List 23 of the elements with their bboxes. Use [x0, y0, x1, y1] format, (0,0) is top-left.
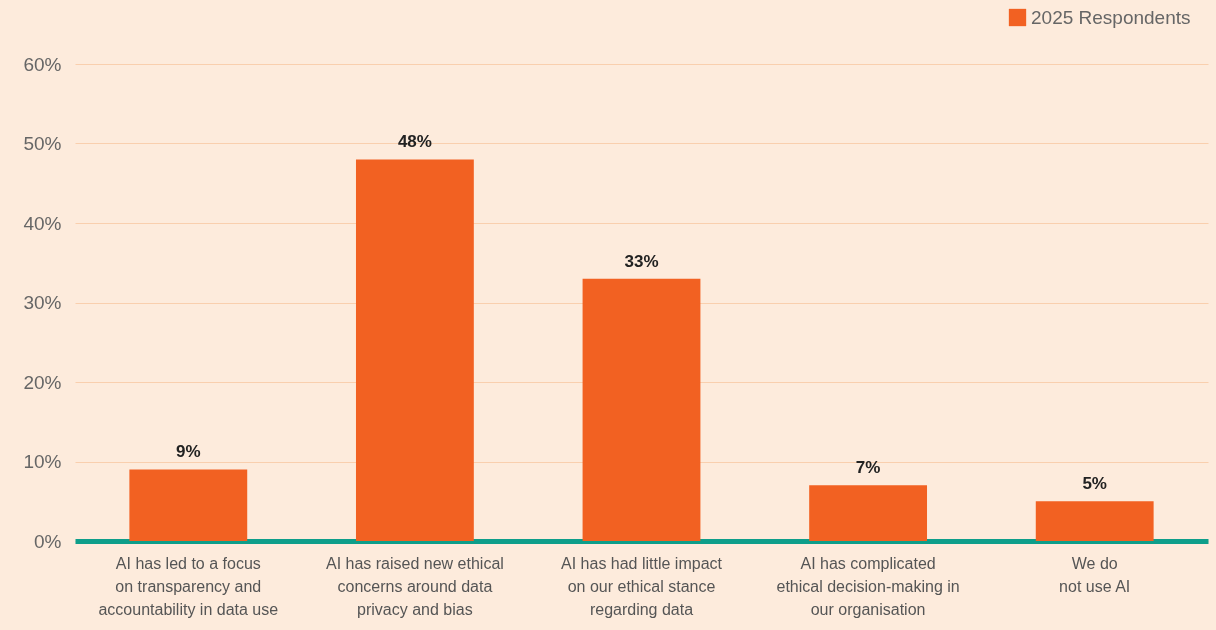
- y-tick-label: 10%: [23, 451, 62, 472]
- x-tick-label: We do not use AI: [1059, 554, 1131, 595]
- y-tick-label: 40%: [23, 212, 62, 234]
- y-tick-label: 50%: [23, 133, 62, 154]
- bar: [582, 278, 701, 541]
- data-label: 9%: [176, 442, 201, 462]
- y-tick-label: 60%: [23, 53, 62, 75]
- data-label: 48%: [397, 132, 432, 152]
- data-label: 33%: [624, 251, 659, 271]
- bar: [355, 159, 474, 541]
- x-tick-label: AI has complicated ethical decision-making in our organisation: [776, 554, 960, 618]
- y-tick-label: 0%: [34, 530, 62, 552]
- bar: [129, 469, 248, 541]
- legend-label: 2025 Respondents: [1031, 6, 1191, 28]
- x-tick-label: AI has raised new ethical concerns around data privacy and bias: [325, 554, 504, 618]
- x-tick-label: AI has led to a focus on transparency and accountability in data use: [98, 554, 279, 618]
- data-label: 7%: [855, 458, 881, 478]
- bar: [1035, 501, 1154, 541]
- y-tick-label: 20%: [23, 371, 62, 393]
- data-label: 5%: [1082, 474, 1107, 494]
- bar: [809, 485, 928, 541]
- x-tick-label: AI has had little impact on our ethical stance regarding data: [561, 554, 723, 618]
- y-tick-label: 30%: [23, 292, 62, 313]
